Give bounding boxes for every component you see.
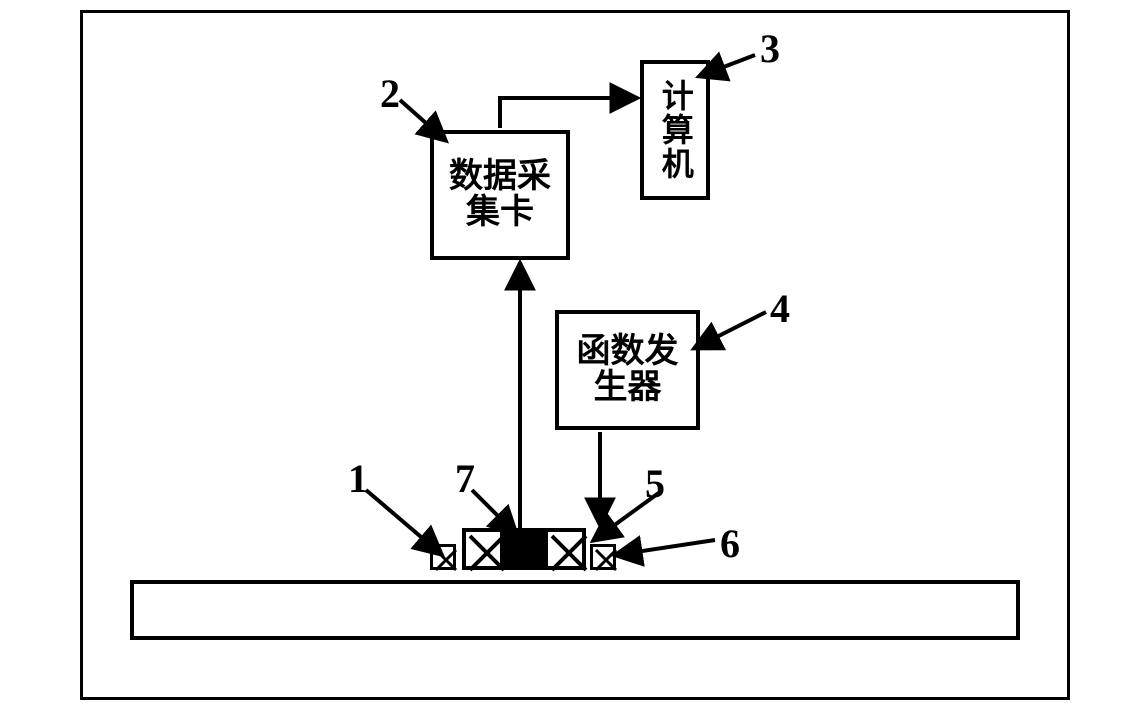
callout-4: 4 <box>770 285 790 332</box>
coil-small-right <box>590 544 616 570</box>
callout-6: 6 <box>720 520 740 567</box>
daq-label: 数据采 集卡 <box>449 159 551 230</box>
callout-1: 1 <box>348 455 368 502</box>
func-gen-box: 函数发 生器 <box>555 310 700 430</box>
specimen-bar <box>130 580 1020 640</box>
callout-2: 2 <box>380 70 400 117</box>
callout-5: 5 <box>645 460 665 507</box>
func-gen-label: 函数发 生器 <box>577 334 679 405</box>
pc-label: 计算机 <box>658 79 692 181</box>
diagram-canvas: 数据采 集卡 计算机 函数发 生器 1 2 3 4 5 6 7 <box>0 0 1147 710</box>
callout-7: 7 <box>455 455 475 502</box>
sensor-core <box>504 528 544 570</box>
coil-large-right <box>544 528 586 570</box>
coil-large-left <box>462 528 504 570</box>
coil-small-left <box>430 544 456 570</box>
pc-box: 计算机 <box>640 60 710 200</box>
callout-3: 3 <box>760 25 780 72</box>
daq-box: 数据采 集卡 <box>430 130 570 260</box>
